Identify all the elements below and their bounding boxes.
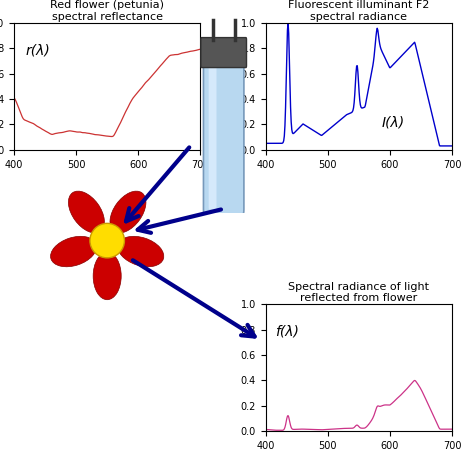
Ellipse shape [69, 191, 104, 233]
Text: r(λ): r(λ) [25, 44, 50, 58]
FancyBboxPatch shape [209, 65, 217, 209]
Title: Spectral radiance of light
reflected from flower: Spectral radiance of light reflected fro… [288, 282, 429, 303]
FancyBboxPatch shape [204, 59, 244, 215]
Title: Fluorescent illuminant F2
spectral radiance: Fluorescent illuminant F2 spectral radia… [288, 0, 430, 22]
FancyBboxPatch shape [201, 38, 247, 68]
FancyArrowPatch shape [133, 260, 254, 336]
Text: f(λ): f(λ) [275, 325, 299, 339]
Ellipse shape [51, 237, 96, 267]
Ellipse shape [93, 252, 121, 300]
Ellipse shape [118, 237, 164, 267]
FancyArrowPatch shape [138, 209, 221, 233]
FancyArrowPatch shape [126, 148, 189, 222]
Circle shape [90, 223, 124, 258]
Text: I(λ): I(λ) [381, 116, 404, 130]
Title: Red flower (petunia)
spectral reflectance: Red flower (petunia) spectral reflectanc… [50, 0, 164, 22]
Ellipse shape [110, 191, 146, 233]
